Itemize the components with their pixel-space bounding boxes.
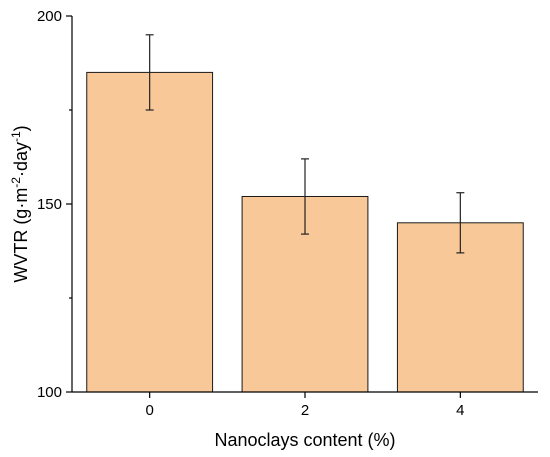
error-bar-4 [456, 192, 465, 254]
error-bar-2 [301, 158, 309, 235]
x-tick-label-0: 0 [145, 402, 153, 419]
y-axis-title: WVTR (g·m-2·day-1) [9, 125, 31, 282]
x-tick-label-4: 4 [456, 402, 464, 419]
y-axis-title-mid: ·day [11, 142, 31, 177]
x-tick-label-2: 2 [301, 402, 309, 419]
y-axis-title-base: WVTR (g·m [11, 188, 31, 283]
y-ticks-group: 100 150 200 [37, 8, 72, 401]
bar-0 [86, 71, 214, 393]
y-tick-label-100: 100 [37, 384, 62, 401]
y-axis-title-end: ) [11, 125, 31, 131]
x-axis-title: Nanoclays content (%) [214, 430, 395, 450]
y-tick-label-150: 150 [37, 196, 62, 213]
error-bars-group [145, 34, 465, 254]
y-axis-title-sup1: -2 [9, 177, 23, 188]
error-bar-0 [145, 34, 154, 111]
y-tick-label-200: 200 [37, 8, 62, 25]
y-axis-title-sup2: -1 [9, 131, 23, 142]
x-ticks-group: 0 2 4 [145, 392, 465, 419]
